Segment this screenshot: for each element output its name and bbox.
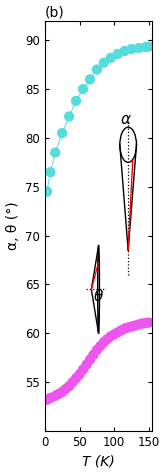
Point [75, 374, 77, 382]
Point [75, 97, 77, 105]
Point [144, 319, 147, 327]
Point [78, 371, 81, 378]
Point [109, 332, 112, 340]
Point [68, 383, 70, 390]
Point [116, 50, 119, 58]
Point [137, 44, 140, 52]
Point [130, 45, 133, 53]
Point [54, 392, 57, 400]
Point [96, 66, 98, 73]
Point [144, 43, 147, 51]
Point [141, 320, 143, 328]
Point [61, 388, 64, 396]
Point [127, 324, 130, 331]
Point [71, 378, 74, 386]
Point [130, 323, 133, 330]
Point [54, 149, 57, 156]
Point [85, 361, 88, 368]
Point [49, 394, 52, 401]
Y-axis label: α, θ (°): α, θ (°) [6, 201, 20, 250]
Point [68, 113, 70, 120]
X-axis label: T (K): T (K) [82, 455, 115, 468]
Point [134, 322, 136, 329]
Point [102, 338, 105, 346]
Point [123, 47, 126, 55]
Point [102, 59, 105, 66]
Point [82, 85, 84, 93]
Point [113, 330, 116, 338]
Point [49, 168, 52, 176]
Point [64, 385, 67, 393]
Point [96, 346, 98, 354]
Point [46, 396, 48, 403]
Point [46, 188, 48, 195]
Point [148, 319, 150, 327]
Text: $\theta$: $\theta$ [93, 288, 104, 304]
Text: (b): (b) [45, 6, 65, 19]
Point [148, 43, 150, 50]
Point [99, 342, 102, 350]
Point [137, 321, 140, 328]
Point [123, 325, 126, 332]
Point [89, 356, 91, 364]
Point [120, 327, 123, 334]
Point [82, 365, 84, 373]
Point [89, 75, 91, 83]
Text: $\alpha$: $\alpha$ [120, 112, 132, 127]
Point [106, 336, 109, 343]
Point [61, 129, 64, 137]
Point [92, 351, 95, 359]
Point [57, 390, 60, 398]
Point [116, 328, 119, 336]
Point [109, 54, 112, 62]
